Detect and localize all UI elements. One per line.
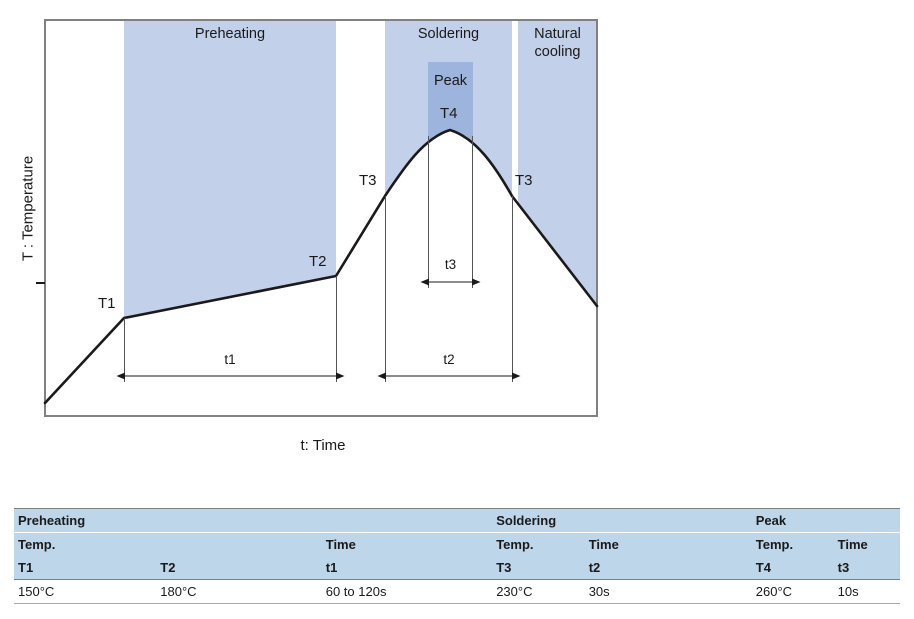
label-t1-duration: t1 [224,352,236,367]
subhead-preheat-blank [156,532,322,556]
group-cell-peak: Peak [751,508,834,533]
symbol-T4: T4 [751,556,834,580]
band-label-peak: Peak [433,73,468,89]
group-cell-blank-3 [584,508,752,533]
symbol-T2: T2 [156,556,322,580]
reflow-profile-chart: T : Temperature t: Time Preheating Solde… [19,19,599,454]
band-peak [428,62,473,142]
subhead-peak-time: Time [833,532,900,556]
reflow-spec-table: Preheating Soldering Peak Temp. Time Tem… [14,508,900,604]
label-T2: T2 [309,253,327,270]
subhead-solder-time: Time [584,532,752,556]
plot-frame [44,19,598,417]
table-group-header-row: Preheating Soldering Peak [14,508,900,533]
subhead-preheat-temp: Temp. [14,532,157,556]
dimension-leader-lines [124,136,513,382]
band-label-preheating: Preheating [194,26,266,42]
band-label-natural-cooling-line2: cooling [534,44,581,60]
table-subheader-row: Temp. Time Temp. Time Temp. Time [14,532,900,556]
value-T3: 230°C [492,579,585,604]
group-cell-soldering: Soldering [492,508,585,533]
value-T1: 150°C [14,579,157,604]
curve-undermask [45,130,597,416]
symbol-T1: T1 [14,556,157,580]
label-T3-right: T3 [515,172,533,189]
value-T4: 260°C [751,579,834,604]
group-cell-preheating: Preheating [14,508,157,533]
dimension-arrows [116,278,521,380]
subhead-solder-temp: Temp. [492,532,585,556]
chart-canvas [36,19,599,417]
table-symbol-row: T1 T2 t1 T3 t2 T4 t3 [14,556,900,580]
group-cell-blank-1 [156,508,322,533]
y-axis-title: T : Temperature [19,155,37,262]
group-cell-blank-2 [321,508,493,533]
subhead-peak-temp: Temp. [751,532,834,556]
symbol-t2: t2 [584,556,752,580]
subhead-preheat-time: Time [321,532,493,556]
table-value-row: 150°C 180°C 60 to 120s 230°C 30s 260°C 1… [14,579,900,604]
symbol-T3: T3 [492,556,585,580]
value-t2: 30s [584,579,752,604]
label-T1: T1 [98,295,116,312]
label-t3-duration: t3 [444,257,457,272]
symbol-t1: t1 [321,556,493,580]
label-T4: T4 [440,105,458,122]
band-label-soldering: Soldering [417,26,480,42]
value-T2: 180°C [156,579,322,604]
x-axis-title: t: Time [300,437,346,454]
label-t2-duration: t2 [443,352,455,367]
symbol-t3: t3 [833,556,900,580]
value-t3: 10s [833,579,900,604]
band-label-natural-cooling-line1: Natural [534,26,581,42]
value-t1: 60 to 120s [321,579,493,604]
temperature-curve [43,128,599,405]
group-cell-blank-4 [833,508,900,533]
label-T3-left: T3 [359,172,377,189]
